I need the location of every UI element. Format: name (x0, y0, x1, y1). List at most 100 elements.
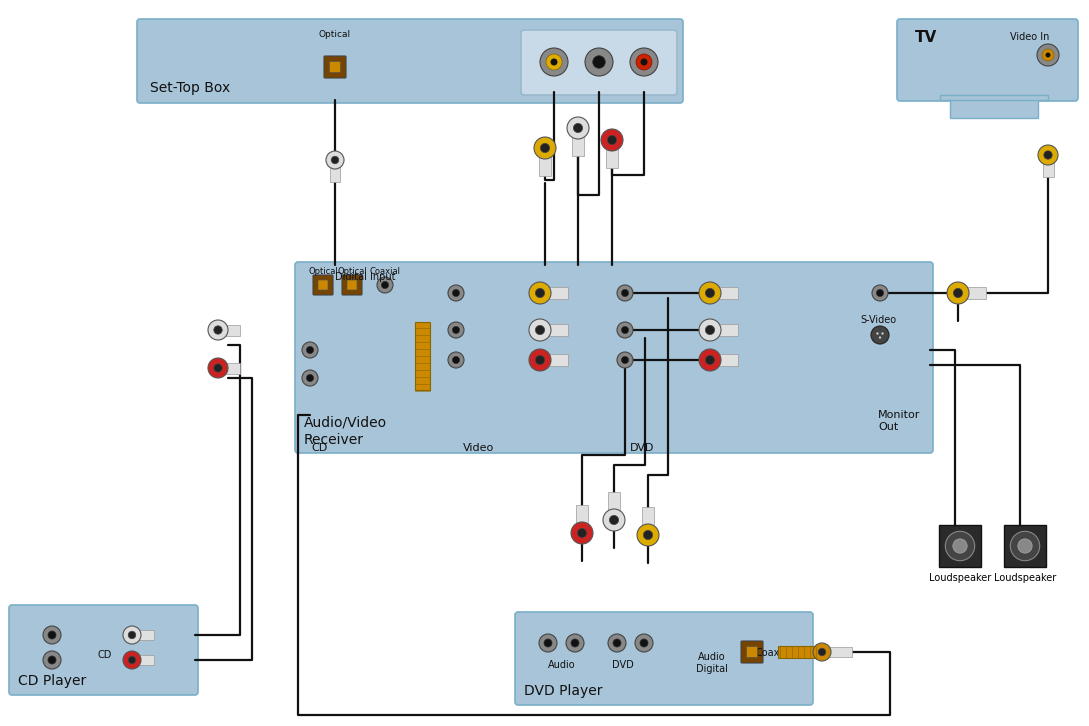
Text: Optical: Optical (319, 30, 351, 39)
Circle shape (617, 352, 633, 368)
Text: Coaxial: Coaxial (756, 648, 792, 658)
Circle shape (1018, 539, 1032, 553)
FancyBboxPatch shape (318, 280, 328, 290)
Circle shape (637, 524, 659, 546)
Circle shape (638, 56, 650, 68)
Circle shape (452, 327, 460, 334)
Bar (330, 160, 340, 182)
Text: DVD Player: DVD Player (524, 684, 602, 698)
Bar (132, 655, 154, 665)
Bar (822, 647, 852, 657)
Bar (576, 505, 588, 533)
Circle shape (540, 143, 550, 152)
Bar (605, 140, 619, 168)
Text: Set-Top Box: Set-Top Box (150, 81, 230, 95)
Circle shape (1043, 50, 1053, 60)
Circle shape (872, 285, 888, 301)
Circle shape (306, 346, 314, 354)
Bar (710, 324, 738, 336)
Bar (1042, 155, 1053, 177)
Circle shape (644, 531, 652, 539)
Text: TV: TV (915, 30, 938, 45)
Circle shape (818, 648, 825, 656)
Circle shape (534, 137, 556, 159)
Circle shape (213, 326, 222, 334)
FancyBboxPatch shape (347, 280, 357, 290)
Circle shape (813, 643, 831, 661)
Text: Video: Video (463, 443, 494, 453)
Circle shape (377, 277, 393, 293)
FancyBboxPatch shape (295, 262, 933, 453)
Bar (608, 492, 620, 520)
Circle shape (540, 48, 568, 76)
Circle shape (608, 634, 626, 652)
Text: S-Video: S-Video (860, 315, 896, 325)
Bar (132, 630, 154, 640)
Circle shape (571, 522, 594, 544)
Circle shape (42, 626, 61, 644)
Text: Audio
Digital: Audio Digital (696, 652, 727, 674)
Bar (539, 148, 551, 176)
Text: Audio/Video
Receiver: Audio/Video Receiver (304, 416, 387, 447)
Circle shape (302, 370, 318, 386)
Circle shape (617, 285, 633, 301)
Circle shape (706, 288, 714, 298)
Circle shape (622, 356, 628, 364)
Text: Loudspeaker: Loudspeaker (994, 573, 1056, 583)
Bar (641, 507, 654, 535)
Circle shape (953, 288, 963, 298)
Circle shape (529, 349, 551, 371)
Text: Digital Input: Digital Input (335, 272, 395, 282)
Circle shape (585, 48, 613, 76)
Circle shape (640, 639, 648, 647)
Circle shape (448, 285, 464, 301)
Bar (939, 525, 981, 567)
Text: Monitor
Out: Monitor Out (878, 410, 920, 433)
Circle shape (577, 529, 587, 538)
Text: Audio: Audio (548, 660, 576, 670)
FancyBboxPatch shape (746, 646, 758, 658)
Circle shape (879, 336, 881, 339)
Circle shape (622, 327, 628, 334)
Circle shape (574, 123, 583, 133)
FancyBboxPatch shape (9, 605, 198, 695)
Circle shape (546, 54, 562, 70)
Circle shape (635, 634, 653, 652)
Circle shape (699, 282, 721, 304)
Bar (940, 95, 1048, 100)
Bar (572, 128, 584, 156)
Circle shape (123, 651, 140, 669)
Circle shape (48, 656, 56, 664)
Circle shape (613, 639, 621, 647)
Circle shape (208, 320, 228, 340)
Circle shape (610, 515, 619, 525)
Circle shape (622, 290, 628, 297)
Circle shape (326, 151, 344, 169)
Circle shape (706, 325, 714, 335)
Circle shape (1011, 531, 1040, 560)
Circle shape (42, 651, 61, 669)
Circle shape (381, 282, 389, 289)
Bar (710, 287, 738, 299)
Bar (710, 354, 738, 366)
Circle shape (1045, 52, 1051, 57)
Bar (778, 646, 825, 658)
Circle shape (452, 290, 460, 297)
Circle shape (213, 364, 222, 372)
Circle shape (945, 531, 975, 560)
Bar (540, 324, 568, 336)
FancyBboxPatch shape (897, 19, 1078, 101)
Circle shape (947, 282, 969, 304)
Circle shape (567, 117, 589, 139)
Circle shape (548, 56, 561, 68)
Circle shape (208, 358, 228, 378)
Circle shape (543, 639, 552, 647)
Circle shape (640, 59, 648, 65)
FancyBboxPatch shape (342, 275, 362, 295)
Bar (540, 354, 568, 366)
Bar (1004, 525, 1047, 567)
Circle shape (877, 333, 879, 335)
Text: Loudspeaker: Loudspeaker (929, 573, 991, 583)
Circle shape (551, 59, 558, 65)
Circle shape (1037, 44, 1059, 66)
